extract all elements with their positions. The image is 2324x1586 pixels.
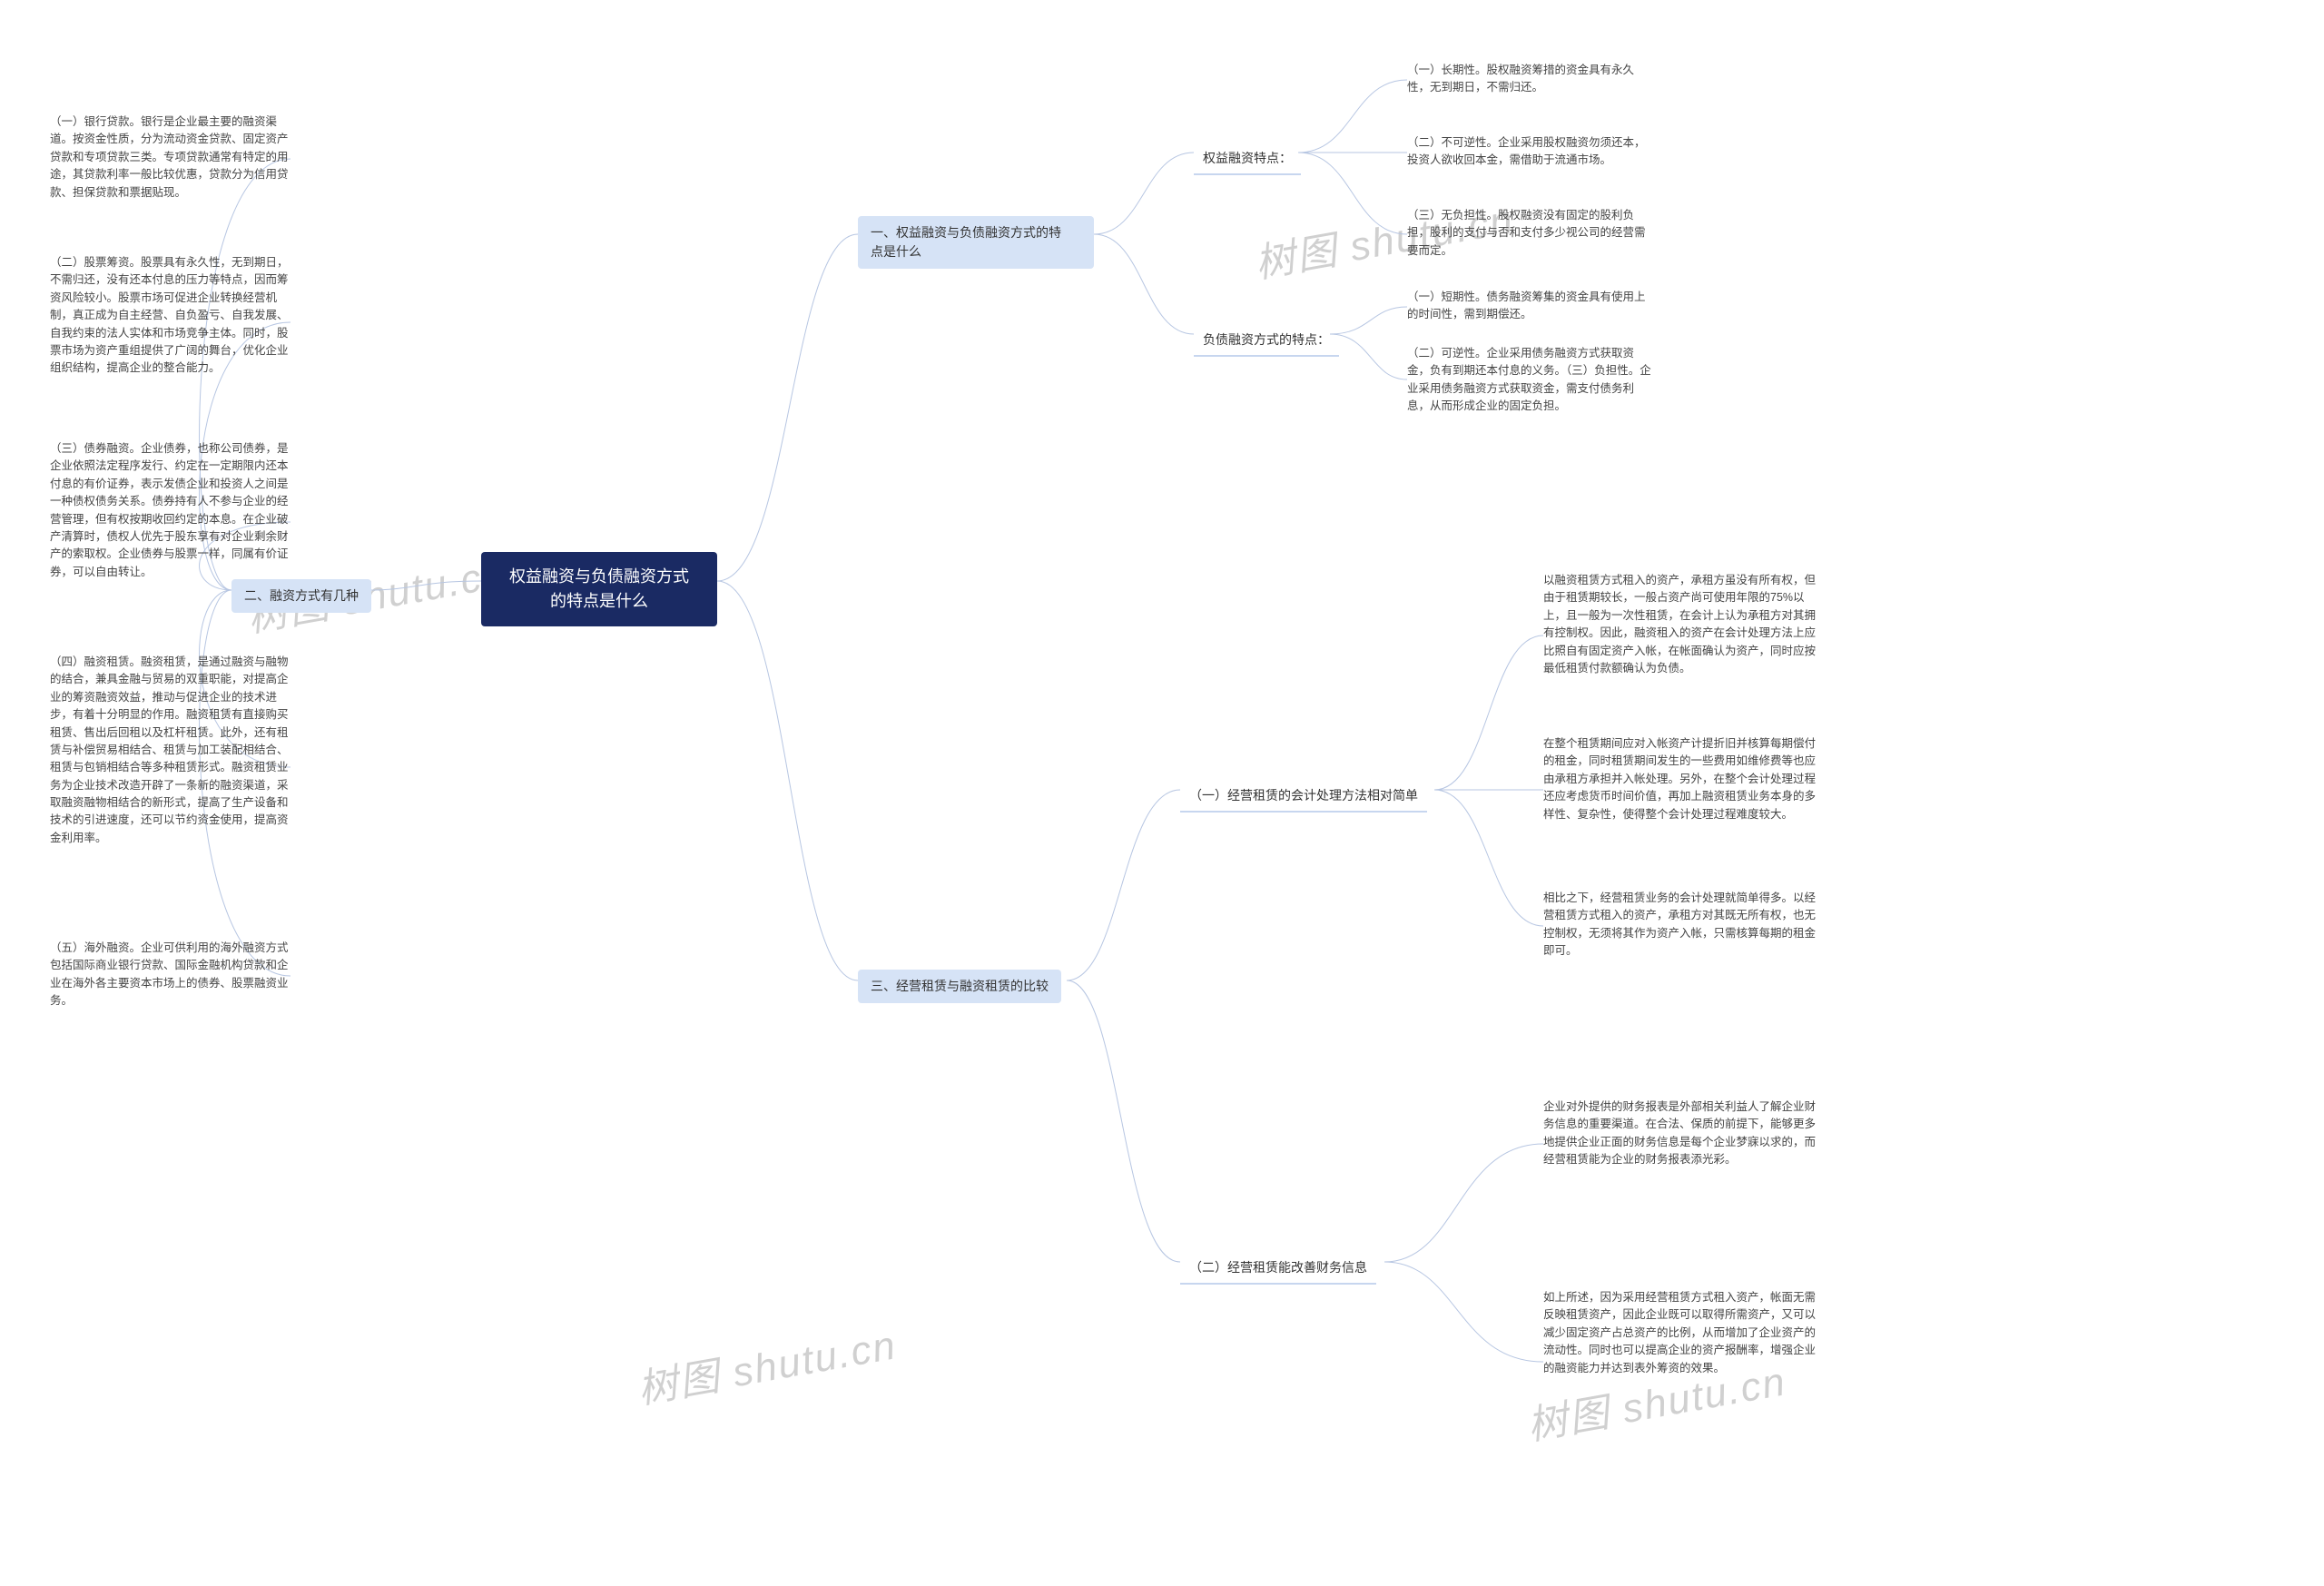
leaf-node: （二）可逆性。企业采用债务融资方式获取资金，负有到期还本付息的义务。（三）负担性… — [1407, 345, 1652, 416]
watermark: 树图 shutu.cn — [633, 1312, 901, 1414]
root-node[interactable]: 权益融资与负债融资方式 的特点是什么 — [481, 552, 717, 626]
branch-node[interactable]: 一、权益融资与负债融资方式的特 点是什么 — [858, 216, 1094, 269]
leaf-node: （四）融资租赁。融资租赁，是通过融资与融物的结合，兼具金融与贸易的双重职能，对提… — [50, 654, 290, 847]
leaf-node: （二）不可逆性。企业采用股权融资勿须还本，投资人欲收回本金，需借助于流通市场。 — [1407, 134, 1652, 170]
leaf-node: 企业对外提供的财务报表是外部相关利益人了解企业财务信息的重要渠道。在合法、保质的… — [1543, 1098, 1816, 1169]
leaf-node: （三）无负担性。股权融资没有固定的股利负担，股利的支付与否和支付多少视公司的经营… — [1407, 207, 1652, 260]
branch-node[interactable]: 二、融资方式有几种 — [231, 579, 371, 613]
leaf-node: 在整个租赁期间应对入帐资产计提折旧并核算每期偿付的租金，同时租赁期间发生的一些费… — [1543, 735, 1816, 823]
sub-node[interactable]: 权益融资特点： — [1194, 143, 1301, 175]
leaf-node: （一）银行贷款。银行是企业最主要的融资渠道。按资金性质，分为流动资金贷款、固定资… — [50, 113, 290, 202]
branch-node[interactable]: 三、经营租赁与融资租赁的比较 — [858, 970, 1061, 1003]
leaf-node: 相比之下，经营租赁业务的会计处理就简单得多。以经营租赁方式租入的资产，承租方对其… — [1543, 890, 1816, 960]
root-title-line1: 权益融资与负债融资方式 — [509, 567, 689, 586]
sub-node[interactable]: （二）经营租赁能改善财务信息 — [1180, 1253, 1376, 1285]
sub-node[interactable]: 负债融资方式的特点： — [1194, 325, 1339, 357]
root-title-line2: 的特点是什么 — [550, 592, 648, 610]
leaf-node: 如上所述，因为采用经营租赁方式租入资产，帐面无需反映租赁资产，因此企业既可以取得… — [1543, 1289, 1816, 1377]
mindmap-canvas: 树图 shutu.cn 树图 shutu.cn 树图 shutu.cn 树图 s… — [0, 0, 2324, 1586]
leaf-node: （二）股票筹资。股票具有永久性，无到期日，不需归还，没有还本付息的压力等特点，因… — [50, 254, 290, 378]
connectors — [0, 0, 2324, 1586]
leaf-node: （五）海外融资。企业可供利用的海外融资方式包括国际商业银行贷款、国际金融机构贷款… — [50, 940, 290, 1010]
leaf-node: 以融资租赁方式租入的资产，承租方虽没有所有权，但由于租赁期较长，一般占资产尚可使… — [1543, 572, 1816, 677]
leaf-node: （一）长期性。股权融资筹措的资金具有永久性，无到期日，不需归还。 — [1407, 62, 1652, 97]
sub-node[interactable]: （一）经营租赁的会计处理方法相对简单 — [1180, 781, 1427, 813]
leaf-node: （一）短期性。债务融资筹集的资金具有使用上的时间性，需到期偿还。 — [1407, 289, 1652, 324]
leaf-node: （三）债券融资。企业债券，也称公司债券，是企业依照法定程序发行、约定在一定期限内… — [50, 440, 290, 581]
